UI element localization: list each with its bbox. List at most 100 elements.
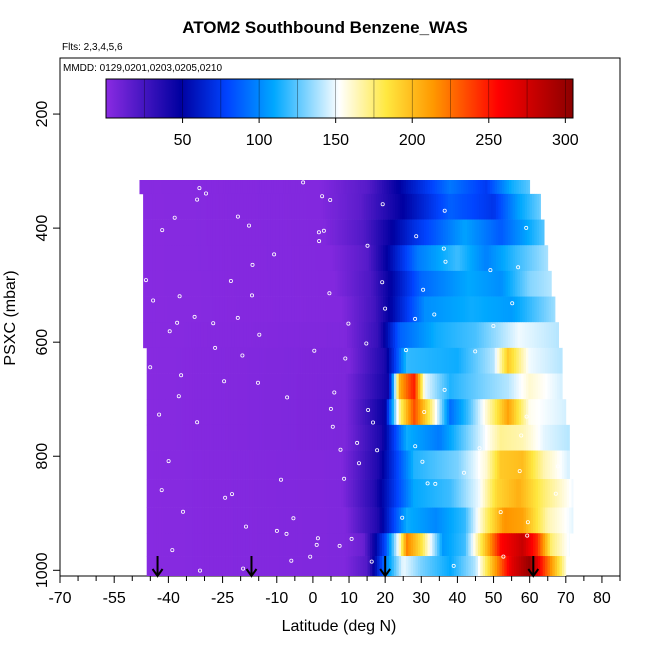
heatmap-cell	[181, 193, 185, 220]
heatmap-cell	[225, 533, 229, 557]
heatmap-cell	[343, 507, 347, 534]
heatmap-cell	[525, 180, 529, 195]
heatmap-cell	[457, 245, 461, 272]
heatmap-cell	[212, 120, 215, 143]
heatmap-cell	[405, 180, 409, 195]
heatmap-cell	[382, 120, 385, 143]
heatmap-cell	[456, 450, 460, 480]
heatmap-cell	[476, 296, 480, 323]
heatmap-cell	[486, 322, 490, 349]
heatmap-cell	[516, 424, 520, 451]
heatmap-cell	[237, 507, 241, 534]
sample-point	[301, 180, 306, 185]
heatmap-cell	[540, 424, 544, 451]
heatmap-cell	[273, 373, 277, 400]
heatmap-cell	[518, 424, 522, 451]
heatmap-cell	[333, 180, 337, 195]
heatmap-cell	[401, 373, 404, 400]
heatmap-cell	[259, 424, 263, 451]
heatmap-cell	[351, 322, 355, 349]
heatmap-cell	[325, 270, 329, 297]
heatmap-cell	[264, 180, 268, 195]
heatmap-cell	[281, 479, 284, 508]
heatmap-cell	[309, 533, 313, 557]
heatmap-cell	[476, 322, 480, 349]
heatmap-cell	[545, 556, 548, 576]
heatmap-cell	[336, 373, 340, 400]
heatmap-cell	[206, 507, 210, 534]
heatmap-cell	[419, 245, 422, 272]
heatmap-cell	[365, 556, 368, 576]
heatmap-cell	[395, 193, 398, 220]
heatmap-cell	[205, 270, 209, 297]
heatmap-cell	[309, 450, 313, 480]
heatmap-cell	[278, 533, 282, 557]
sample-point	[175, 320, 180, 325]
heatmap-cell	[435, 143, 438, 169]
heatmap-cell	[171, 270, 175, 297]
heatmap-cell	[523, 507, 527, 534]
heatmap-cell	[523, 556, 527, 576]
heatmap-cell	[193, 245, 197, 272]
heatmap-cell	[173, 424, 176, 451]
heatmap-cell	[182, 556, 186, 576]
heatmap-cell	[368, 245, 372, 272]
heatmap-cell	[266, 180, 270, 195]
heatmap-cell	[173, 373, 176, 400]
heatmap-cell	[284, 270, 288, 297]
heatmap-cell	[402, 245, 406, 272]
heatmap-cell	[326, 533, 330, 557]
heatmap-cell	[312, 507, 316, 534]
heatmap-cell	[237, 373, 241, 400]
heatmap-cell	[240, 399, 244, 426]
heatmap-cell	[206, 399, 210, 426]
heatmap-cell	[254, 373, 258, 400]
sample-point	[425, 481, 430, 486]
heatmap-cell	[287, 322, 290, 349]
heatmap-cell	[358, 120, 361, 143]
heatmap-cell	[470, 450, 474, 480]
heatmap-cell	[537, 450, 541, 480]
heatmap-cell	[177, 424, 181, 451]
heatmap-cell	[463, 450, 467, 480]
heatmap-cell	[289, 245, 293, 272]
heatmap-cell	[240, 143, 243, 169]
heatmap-cell	[155, 245, 158, 272]
heatmap-cell	[267, 296, 271, 323]
heatmap-cell	[181, 270, 185, 297]
heatmap-cell	[186, 296, 190, 323]
sample-point	[316, 230, 321, 235]
heatmap-cell	[145, 219, 149, 246]
heatmap-cell	[528, 533, 532, 557]
heatmap-cell	[312, 556, 316, 576]
heatmap-cell	[253, 270, 257, 297]
heatmap-cell	[540, 507, 544, 534]
heatmap-cell	[165, 479, 169, 508]
heatmap-cell	[389, 450, 392, 480]
heatmap-cell	[461, 347, 464, 374]
heatmap-cell	[559, 347, 563, 374]
heatmap-cell	[194, 479, 198, 508]
heatmap-cell	[442, 143, 445, 169]
heatmap-cell	[401, 533, 404, 557]
heatmap-cell	[222, 322, 226, 349]
heatmap-cell	[380, 322, 384, 349]
heatmap-cell	[494, 533, 498, 557]
heatmap-cell	[445, 193, 449, 220]
heatmap-cell	[317, 479, 320, 508]
heatmap-cell	[408, 507, 412, 534]
heatmap-cell	[147, 219, 151, 246]
heatmap-cell	[473, 424, 476, 451]
heatmap-cell	[302, 556, 306, 576]
heatmap-cell	[275, 193, 278, 220]
heatmap-cell	[335, 270, 338, 297]
heatmap-cell	[171, 219, 175, 246]
heatmap-cell	[147, 143, 150, 169]
heatmap-cell	[288, 507, 292, 534]
heatmap-cell	[410, 507, 414, 534]
heatmap-cell	[167, 296, 170, 323]
heatmap-cell	[437, 347, 440, 374]
heatmap-cell	[143, 296, 146, 323]
heatmap-cell	[446, 450, 450, 480]
heatmap-cell	[426, 322, 430, 349]
